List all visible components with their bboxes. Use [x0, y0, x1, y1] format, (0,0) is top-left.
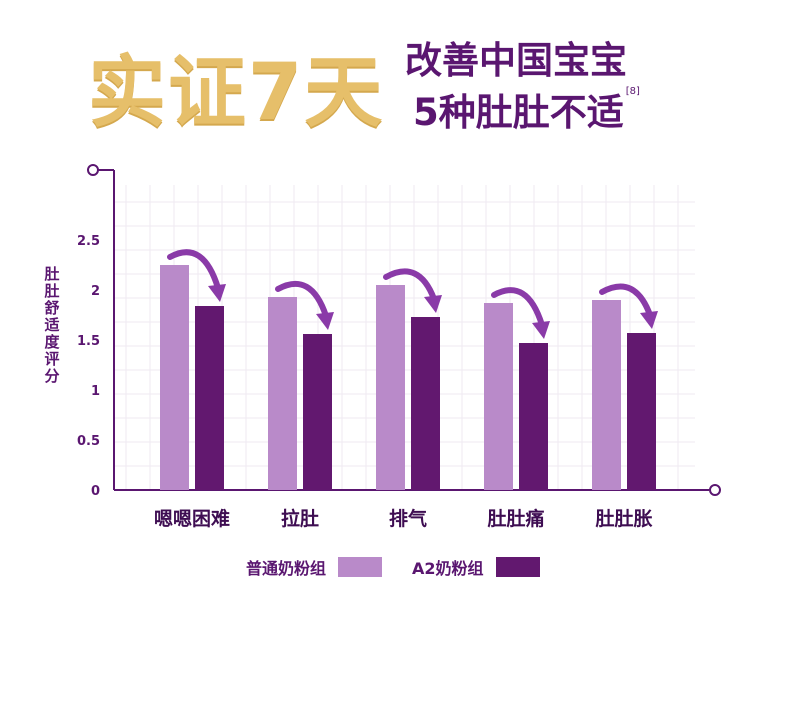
legend-label-a2: A2奶粉组 — [412, 559, 484, 578]
bar-a2 — [195, 306, 224, 490]
main-title: 实证7天 — [88, 48, 385, 138]
y-axis-label-text: 肚肚舒适度评分 — [44, 265, 60, 385]
arrow-head-icon — [640, 311, 658, 329]
arrow-head-icon — [424, 295, 442, 313]
legend: 普通奶粉组 A2奶粉组 — [0, 555, 790, 585]
down-arrow-icon — [491, 287, 545, 328]
category-label: 肚肚痛 — [487, 507, 544, 530]
arrow-head-icon — [208, 284, 226, 302]
y-tick-label: 0 — [91, 484, 100, 499]
y-tick-label: 1.5 — [77, 334, 100, 349]
arrow-head-icon — [532, 321, 550, 339]
subtitle-line-2-text: 5种肚肚不适 — [413, 91, 624, 134]
headline: 实证7天 改善中国宝宝 5种肚肚不适 [8] — [0, 0, 790, 150]
y-tick-label: 2.5 — [77, 234, 100, 249]
y-axis-end-circle — [87, 164, 99, 176]
y-axis-label: 肚肚舒适度评分 — [40, 266, 64, 385]
subtitle-line-2: 5种肚肚不适 [8] — [413, 82, 640, 136]
arrow-head-icon — [316, 312, 334, 330]
down-arrow-icon — [383, 268, 437, 302]
down-arrow-icon — [275, 281, 329, 319]
down-arrow-icon — [167, 249, 221, 291]
bar-a2 — [411, 317, 440, 490]
x-axis-end-circle — [709, 484, 721, 496]
category-label: 嗯嗯困难 — [154, 507, 230, 530]
citation-mark: [8] — [625, 86, 640, 97]
legend-swatch-regular — [338, 557, 383, 577]
legend-swatch-a2 — [495, 557, 540, 577]
bar-a2 — [627, 333, 656, 490]
legend-item-regular: 普通奶粉组 — [246, 555, 383, 579]
subtitle-line-1: 改善中国宝宝 — [405, 39, 627, 82]
legend-label-regular: 普通奶粉组 — [246, 559, 327, 578]
category-label: 拉肚 — [281, 507, 319, 530]
bar-regular — [376, 285, 405, 490]
category-label: 排气 — [389, 507, 427, 530]
down-arrow-icon — [599, 283, 653, 318]
y-tick-label: 0.5 — [77, 434, 100, 449]
bar-regular — [484, 303, 513, 490]
bar-regular — [268, 297, 297, 490]
y-tick-label: 2 — [91, 284, 100, 299]
bar-regular — [592, 300, 621, 490]
legend-item-a2: A2奶粉组 — [412, 555, 540, 579]
bar-a2 — [519, 343, 548, 490]
bar-regular — [160, 265, 189, 490]
category-label: 肚肚胀 — [595, 508, 652, 530]
y-tick-label: 1 — [91, 384, 100, 399]
bar-a2 — [303, 334, 332, 490]
